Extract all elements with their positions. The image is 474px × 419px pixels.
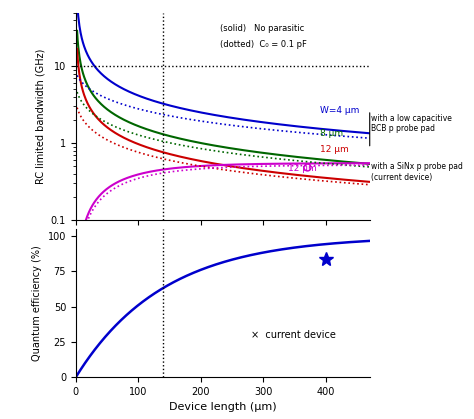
X-axis label: Device length (μm): Device length (μm) — [169, 402, 277, 412]
Y-axis label: Quantum efficiency (%): Quantum efficiency (%) — [32, 245, 42, 361]
Text: W=4 μm: W=4 μm — [319, 106, 359, 114]
Text: 12 μm: 12 μm — [319, 145, 348, 154]
Text: ×  current device: × current device — [251, 330, 336, 339]
Text: with a SiNx p probe pad
(current device): with a SiNx p probe pad (current device) — [371, 163, 463, 182]
Text: 12 μm: 12 μm — [289, 164, 317, 173]
Text: (solid)   No parasitic: (solid) No parasitic — [219, 24, 304, 34]
Y-axis label: RC limited bandwidth (GHz): RC limited bandwidth (GHz) — [35, 49, 46, 184]
Text: (dotted)  C₀ = 0.1 pF: (dotted) C₀ = 0.1 pF — [219, 40, 307, 49]
Text: with a low capacitive
BCB p probe pad: with a low capacitive BCB p probe pad — [371, 114, 452, 133]
Text: 8 μm: 8 μm — [319, 129, 343, 138]
